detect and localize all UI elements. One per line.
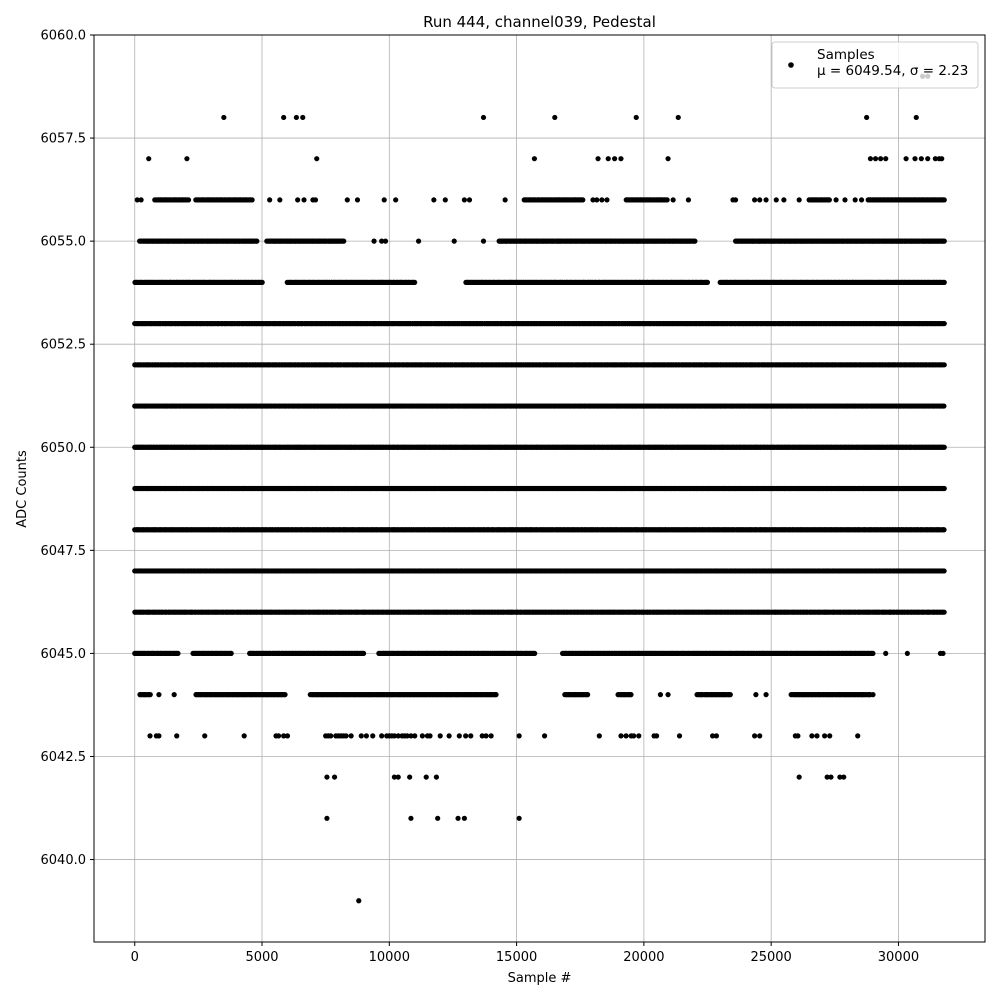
chart-title: Run 444, channel039, Pedestal bbox=[423, 13, 656, 31]
sample-point bbox=[423, 774, 429, 780]
sample-point bbox=[541, 733, 548, 739]
sample-point bbox=[753, 692, 759, 698]
sample-point bbox=[757, 733, 763, 739]
sample-point bbox=[855, 733, 861, 739]
sample-point bbox=[676, 733, 683, 739]
sample-point bbox=[809, 733, 815, 739]
sample-point bbox=[596, 733, 602, 739]
sample-point bbox=[870, 650, 876, 657]
sample-point bbox=[171, 692, 177, 698]
sample-point bbox=[358, 733, 364, 739]
sample-point bbox=[795, 733, 801, 739]
sample-point bbox=[841, 774, 847, 780]
sample-point bbox=[941, 609, 947, 615]
sample-point bbox=[370, 733, 376, 739]
sample-point bbox=[363, 733, 369, 739]
sample-point bbox=[433, 774, 439, 780]
sample-point bbox=[324, 774, 330, 780]
sample-point bbox=[493, 692, 499, 698]
sample-point bbox=[752, 733, 758, 739]
sample-point bbox=[147, 692, 153, 698]
sample-point bbox=[657, 692, 664, 698]
sample-point bbox=[284, 733, 291, 739]
sample-point bbox=[463, 733, 469, 739]
sample-point bbox=[412, 733, 418, 739]
sample-point bbox=[665, 692, 671, 698]
sample-point bbox=[713, 733, 720, 739]
sample-point bbox=[395, 733, 401, 739]
sample-point bbox=[331, 774, 338, 780]
sample-point bbox=[822, 733, 828, 739]
sample-point bbox=[391, 774, 397, 780]
sample-point bbox=[456, 733, 462, 739]
sample-point bbox=[408, 733, 414, 739]
sample-point bbox=[483, 733, 489, 739]
sample-point bbox=[348, 733, 354, 739]
sample-point bbox=[356, 898, 362, 904]
sample-point bbox=[275, 733, 282, 739]
sample-point bbox=[156, 733, 162, 739]
sample-point bbox=[727, 692, 733, 698]
sample-point bbox=[395, 774, 401, 780]
sample-point bbox=[446, 733, 452, 739]
sample-point bbox=[827, 733, 833, 739]
sample-point bbox=[941, 444, 947, 450]
data-points bbox=[132, 73, 947, 904]
sample-point bbox=[796, 774, 802, 780]
sample-point bbox=[419, 733, 425, 739]
sample-point bbox=[479, 733, 485, 739]
sample-point bbox=[824, 774, 830, 780]
sample-point bbox=[282, 692, 288, 698]
sample-point bbox=[828, 774, 834, 780]
sample-point bbox=[883, 650, 889, 657]
sample-point bbox=[379, 733, 385, 739]
sample-point bbox=[618, 733, 624, 739]
sample-point bbox=[516, 733, 522, 739]
sample-point bbox=[461, 815, 468, 821]
sample-point bbox=[435, 815, 441, 821]
sample-point bbox=[870, 692, 876, 698]
sample-point bbox=[488, 733, 494, 739]
sample-point bbox=[324, 815, 330, 821]
sample-point bbox=[532, 650, 538, 657]
sample-point bbox=[631, 733, 637, 739]
sample-point bbox=[360, 650, 367, 657]
sample-point bbox=[328, 733, 334, 739]
sample-point bbox=[585, 692, 591, 698]
sample-point bbox=[175, 650, 181, 657]
sample-point bbox=[408, 815, 414, 821]
sample-point bbox=[437, 733, 443, 739]
sample-point bbox=[904, 650, 910, 657]
sample-point bbox=[407, 774, 413, 780]
sample-point bbox=[147, 733, 153, 739]
sample-point bbox=[174, 733, 180, 739]
sample-point bbox=[202, 733, 208, 739]
sample-point bbox=[281, 733, 287, 739]
sample-point bbox=[343, 733, 349, 739]
sample-point bbox=[628, 692, 634, 698]
sample-point bbox=[516, 815, 522, 821]
sample-point bbox=[391, 733, 397, 739]
sample-point bbox=[636, 733, 642, 739]
sample-point bbox=[156, 692, 162, 698]
sample-point bbox=[941, 568, 947, 574]
sample-point bbox=[941, 485, 947, 492]
sample-point bbox=[468, 733, 474, 739]
sample-point bbox=[814, 733, 820, 739]
sample-point bbox=[241, 733, 247, 739]
sample-point bbox=[837, 774, 843, 780]
sample-point bbox=[710, 733, 716, 739]
sample-point bbox=[455, 815, 461, 821]
sample-point bbox=[763, 692, 769, 698]
sample-point bbox=[654, 733, 660, 739]
sample-point bbox=[940, 650, 946, 657]
sample-point bbox=[623, 733, 629, 739]
sample-point bbox=[427, 733, 433, 739]
sample-point bbox=[228, 650, 234, 657]
sample-point bbox=[941, 527, 947, 533]
sample-point bbox=[404, 733, 410, 739]
